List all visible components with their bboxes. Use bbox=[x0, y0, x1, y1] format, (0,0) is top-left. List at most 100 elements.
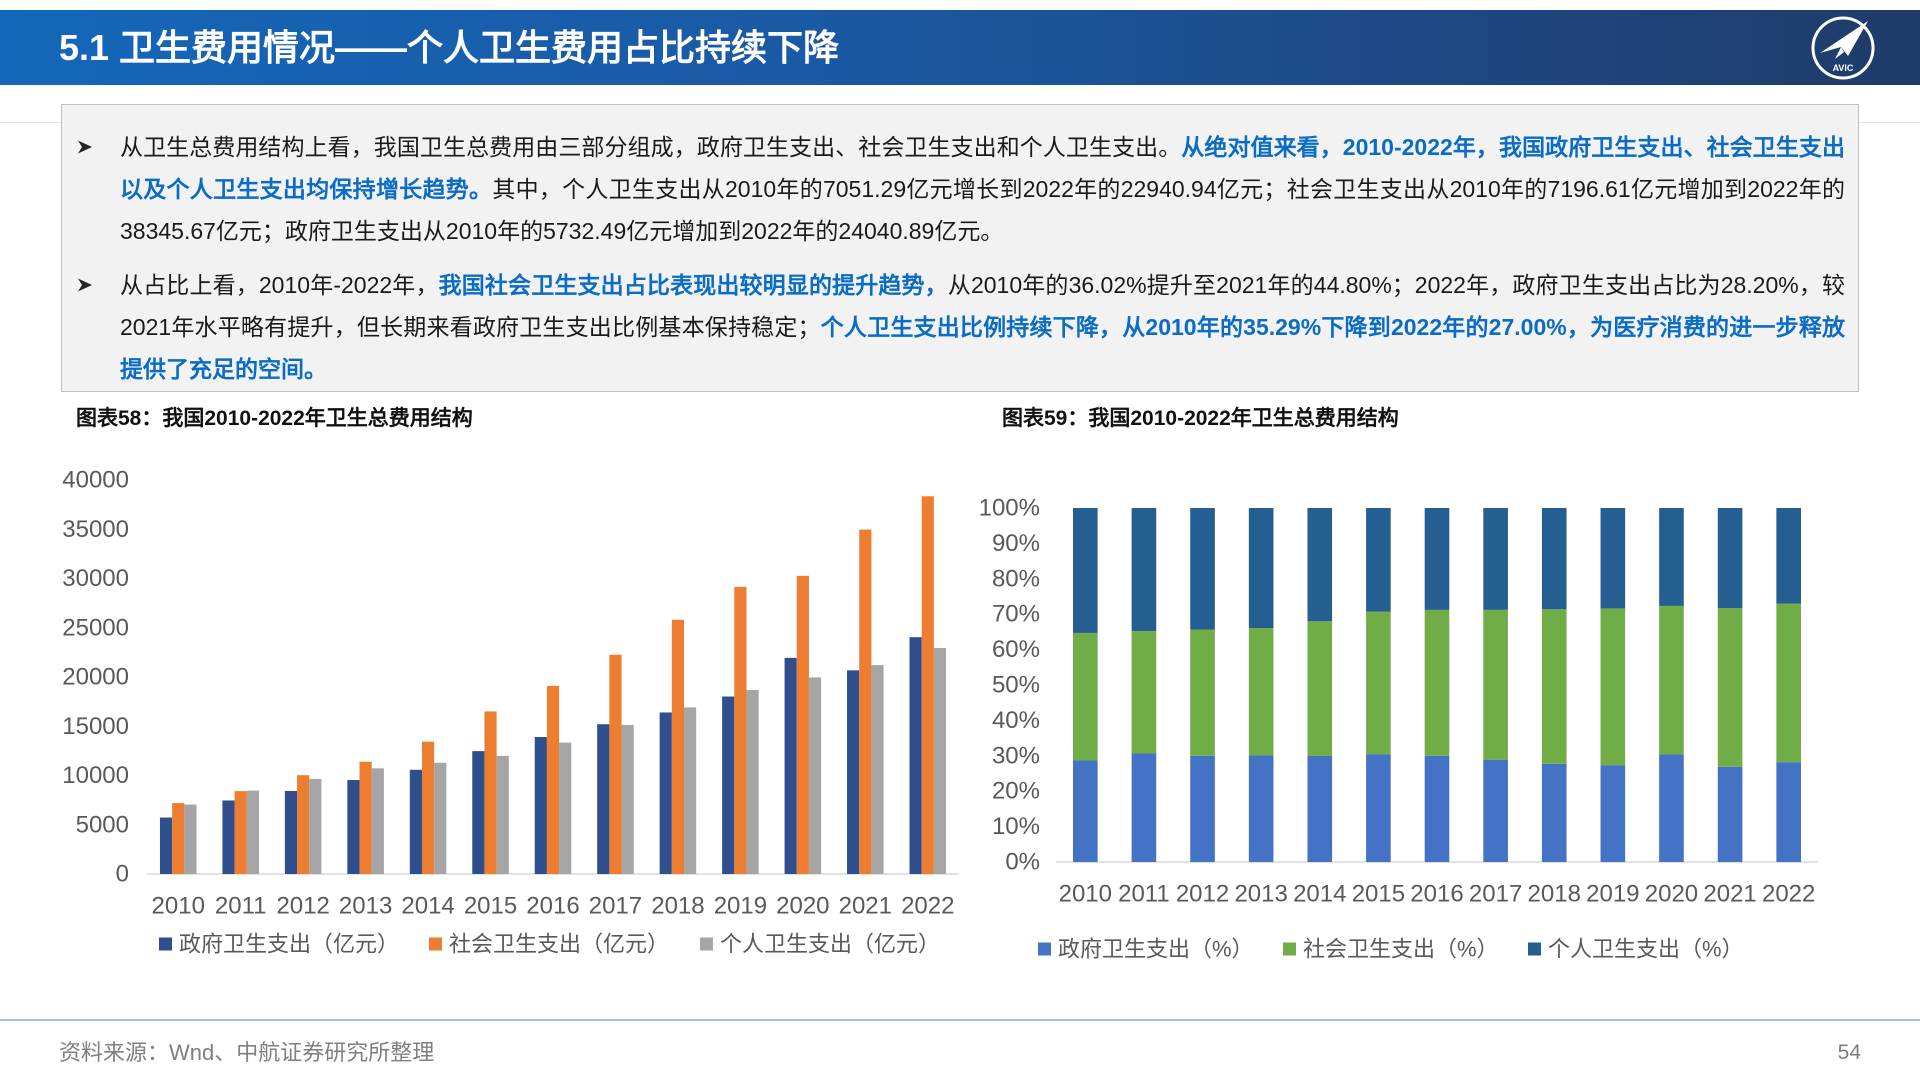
bar-personal-expenditure-2017 bbox=[1483, 508, 1508, 610]
bar-government-expenditure-2022 bbox=[909, 637, 922, 874]
legend-label: 个人卫生支出（亿元） bbox=[720, 932, 940, 957]
x-tick-label: 2015 bbox=[464, 893, 517, 920]
bar-social-expenditure-2016 bbox=[1424, 609, 1450, 756]
bar-personal-expenditure-2014 bbox=[1307, 508, 1333, 622]
bar-personal-expenditure-2015 bbox=[1366, 508, 1391, 612]
bar-personal-expenditure-2012 bbox=[309, 778, 322, 874]
bar-social-expenditure-2020 bbox=[796, 575, 809, 874]
bar-government-expenditure-2011 bbox=[1131, 753, 1157, 862]
summary-paragraph-structure: 从卫生总费用结构上看，我国卫生总费用由三部分组成，政府卫生支出、社会卫生支出和个… bbox=[78, 126, 1846, 252]
summary-paragraph-share: 从占比上看，2010年-2022年，我国社会卫生支出占比表现出较明显的提升趋势，… bbox=[78, 264, 1845, 390]
bar-government-expenditure-2015 bbox=[472, 751, 485, 874]
paragraph-text: 从2010年的36.02%提升至2021年的44.80%；2022年，政府卫生支… bbox=[120, 272, 1845, 340]
y-tick-label: 15000 bbox=[62, 713, 129, 740]
bar-personal-expenditure-2021 bbox=[1717, 508, 1743, 609]
y-tick-label: 25000 bbox=[62, 614, 129, 641]
bar-social-expenditure-2012 bbox=[1190, 629, 1215, 756]
footer-divider bbox=[0, 1019, 1920, 1021]
bar-social-expenditure-2012 bbox=[297, 775, 310, 874]
bar-social-expenditure-2020 bbox=[1659, 605, 1684, 755]
summary-panel: 从卫生总费用结构上看，我国卫生总费用由三部分组成，政府卫生支出、社会卫生支出和个… bbox=[61, 104, 1859, 392]
bar-social-expenditure-2010 bbox=[1073, 632, 1098, 761]
legend-swatch bbox=[1528, 942, 1541, 956]
bar-personal-expenditure-2018 bbox=[1541, 508, 1567, 610]
logo-plane-tail bbox=[1835, 47, 1844, 59]
bar-social-expenditure-2017 bbox=[1483, 609, 1508, 760]
legend-label: 政府卫生支出（亿元） bbox=[179, 932, 399, 957]
x-tick-label: 2011 bbox=[1118, 881, 1170, 908]
x-tick-label: 2021 bbox=[1703, 881, 1756, 908]
bar-government-expenditure-2010 bbox=[1073, 760, 1098, 862]
arrow-bullet-icon bbox=[78, 140, 92, 154]
y-tick-label: 60% bbox=[992, 636, 1040, 663]
x-tick-label: 2020 bbox=[1645, 881, 1698, 908]
y-tick-label: 20000 bbox=[62, 664, 129, 691]
y-tick-label: 70% bbox=[992, 601, 1040, 628]
avic-logo-icon: AVIC bbox=[1811, 16, 1875, 80]
bar-government-expenditure-2019 bbox=[722, 696, 735, 874]
bar-personal-expenditure-2014 bbox=[434, 762, 447, 874]
bar-social-expenditure-2010 bbox=[172, 803, 185, 874]
bar-government-expenditure-2012 bbox=[284, 790, 298, 874]
x-tick-label: 2022 bbox=[901, 893, 954, 920]
highlight-text: 我国社会卫生支出占比表现出较明显的提升趋势， bbox=[438, 272, 948, 298]
x-tick-label: 2017 bbox=[589, 893, 642, 920]
bar-government-expenditure-2010 bbox=[159, 817, 173, 874]
bar-personal-expenditure-2022 bbox=[1776, 508, 1801, 604]
bar-personal-expenditure-2013 bbox=[371, 768, 384, 874]
chart-58-title: 图表58：我国2010-2022年卫生总费用结构 bbox=[76, 407, 473, 430]
bar-government-expenditure-2020 bbox=[784, 657, 797, 874]
legend-item-government-expenditure: 政府卫生支出（%） bbox=[1038, 937, 1254, 962]
highlight-text: 个人卫生支出比例持续下降，从2010年的35.29%下降到2022年的27.00… bbox=[120, 314, 1845, 382]
bar-government-expenditure-2022 bbox=[1776, 762, 1801, 862]
x-tick-label: 2020 bbox=[776, 893, 829, 920]
x-tick-label: 2013 bbox=[339, 893, 392, 920]
bar-personal-expenditure-2013 bbox=[1248, 508, 1274, 629]
page-number: 54 bbox=[1837, 1041, 1861, 1064]
bar-government-expenditure-2018 bbox=[659, 712, 672, 874]
y-tick-label: 100% bbox=[979, 495, 1040, 522]
bar-personal-expenditure-2019 bbox=[1600, 508, 1626, 609]
bar-social-expenditure-2018 bbox=[1541, 609, 1567, 764]
legend-swatch bbox=[700, 937, 713, 951]
bar-personal-expenditure-2019 bbox=[746, 690, 759, 874]
bar-personal-expenditure-2022 bbox=[933, 648, 947, 874]
bar-social-expenditure-2022 bbox=[921, 496, 934, 874]
bar-personal-expenditure-2021 bbox=[871, 665, 884, 874]
bar-social-expenditure-2013 bbox=[1248, 628, 1274, 756]
bar-personal-expenditure-2020 bbox=[808, 677, 822, 874]
y-tick-label: 50% bbox=[992, 672, 1040, 699]
x-tick-label: 2011 bbox=[215, 893, 267, 920]
y-tick-label: 10000 bbox=[62, 762, 129, 789]
paragraph-text: 其中，个人卫生支出从2010年的7051.29亿元增长到2022年的22940.… bbox=[120, 176, 1846, 244]
x-tick-label: 2021 bbox=[839, 893, 892, 920]
legend-label: 社会卫生支出（%） bbox=[1303, 937, 1499, 962]
page-title: 5.1 卫生费用情况——个人卫生费用占比持续下降 bbox=[59, 27, 840, 68]
bar-government-expenditure-2012 bbox=[1190, 755, 1215, 862]
bar-personal-expenditure-2016 bbox=[1424, 508, 1450, 610]
bar-government-expenditure-2021 bbox=[1717, 766, 1743, 862]
bar-government-expenditure-2013 bbox=[347, 779, 360, 874]
bar-personal-expenditure-2011 bbox=[1131, 508, 1157, 632]
legend-item-social-expenditure: 社会卫生支出（%） bbox=[1283, 937, 1499, 962]
chart-59-stacked-percent-chart: 0%10%20%30%40%50%60%70%80%90%100%2010 201… bbox=[979, 495, 1818, 962]
legend-item-personal-expenditure: 个人卫生支出（亿元） bbox=[700, 932, 940, 957]
bar-social-expenditure-2016 bbox=[546, 685, 560, 874]
legend-swatch bbox=[159, 937, 172, 951]
bar-social-expenditure-2011 bbox=[1131, 631, 1157, 754]
legend-label: 个人卫生支出（%） bbox=[1548, 937, 1744, 962]
bar-personal-expenditure-2020 bbox=[1659, 508, 1684, 606]
logo-plane-shape bbox=[1820, 21, 1868, 56]
x-tick-label: 2019 bbox=[1586, 881, 1639, 908]
y-tick-label: 80% bbox=[992, 565, 1040, 592]
bar-government-expenditure-2019 bbox=[1600, 765, 1626, 862]
legend-label: 社会卫生支出（亿元） bbox=[449, 932, 669, 957]
paragraph-text: 从卫生总费用结构上看，我国卫生总费用由三部分组成，政府卫生支出、社会卫生支出和个… bbox=[120, 134, 1182, 160]
x-tick-label: 2014 bbox=[1293, 881, 1346, 908]
bar-personal-expenditure-2018 bbox=[684, 707, 697, 874]
bar-government-expenditure-2016 bbox=[534, 736, 547, 874]
bar-social-expenditure-2017 bbox=[609, 654, 622, 874]
x-tick-label: 2012 bbox=[1176, 881, 1229, 908]
bar-social-expenditure-2014 bbox=[1307, 621, 1333, 756]
